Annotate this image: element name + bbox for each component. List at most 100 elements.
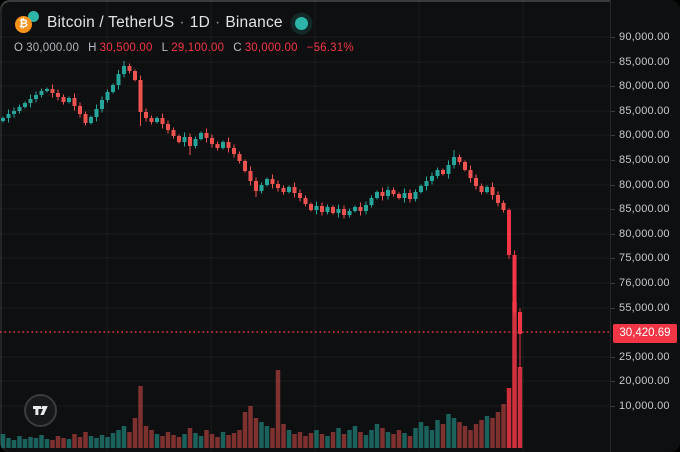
y-axis-label: 76,000.00 — [619, 277, 670, 289]
candlestick — [160, 118, 165, 124]
y-axis-label: 85,000.00 — [619, 154, 670, 166]
ohlc-label: H — [88, 42, 97, 54]
volume-bar — [429, 430, 435, 448]
volume-bar — [517, 367, 523, 448]
volume-bar — [83, 432, 88, 448]
volume-bar — [149, 430, 154, 448]
axis-tick — [611, 406, 615, 407]
volume-bar — [391, 434, 396, 448]
volume-bar — [462, 426, 468, 448]
volume-bar — [182, 434, 187, 448]
chart-legend: ₿ Bitcoin / TetherUS · 1D · Binance O 30,000.… — [14, 10, 363, 54]
volume-bar — [380, 428, 385, 448]
candlestick — [325, 207, 330, 212]
candlestick — [23, 103, 27, 107]
volume-bar — [281, 424, 286, 448]
chart-canvas[interactable]: ₿ Bitcoin / TetherUS · 1D · Binance O 30,000.… — [0, 0, 610, 452]
candlestick — [331, 207, 335, 213]
candlestick — [17, 107, 22, 111]
volume-bar — [385, 432, 391, 448]
candlestick — [309, 204, 313, 210]
candlestick — [298, 193, 302, 198]
volume-bar — [226, 435, 231, 448]
volume-bar — [325, 436, 330, 448]
axis-tick — [611, 258, 615, 259]
candlestick — [276, 184, 280, 188]
symbol-title[interactable]: Bitcoin / TetherUS · 1D · Binance — [47, 14, 283, 31]
volume-bar — [66, 439, 72, 448]
candlestick — [111, 85, 115, 92]
symbol-row[interactable]: ₿ Bitcoin / TetherUS · 1D · Binance — [14, 10, 363, 36]
candlestick — [254, 181, 258, 191]
volume-bar — [237, 430, 242, 448]
candlestick — [232, 148, 236, 154]
y-axis-label: 90,000.00 — [619, 31, 670, 43]
volume-bar — [369, 430, 374, 448]
candlestick — [490, 187, 495, 195]
candlestick — [353, 207, 357, 211]
volume-bar — [270, 428, 275, 448]
volume-bar — [308, 433, 314, 448]
candlestick — [259, 185, 264, 191]
candlestick — [89, 117, 93, 123]
candlestick — [468, 170, 473, 178]
candlestick — [386, 190, 390, 196]
price-axis[interactable]: 30,420.69 90,000.00 85,000.00 80,000.00 85,… — [610, 0, 680, 452]
volume-bar — [396, 430, 402, 448]
candlestick — [496, 195, 500, 203]
tradingview-logo[interactable] — [24, 394, 57, 427]
change-percent: −56.31% — [306, 42, 354, 54]
candlestick — [78, 106, 82, 114]
candlestick — [39, 91, 44, 95]
candlestick — [149, 118, 154, 122]
volume-bar — [490, 418, 495, 448]
btc-usdt-pair-icon: ₿ — [14, 10, 40, 36]
volume-bar — [286, 430, 292, 448]
y-axis-label: 85,000.00 — [619, 56, 670, 68]
y-axis-label: 10,000.00 — [619, 400, 670, 412]
volume-bar — [259, 422, 264, 448]
volume-bar — [88, 436, 94, 448]
volume-bar — [275, 370, 281, 448]
candlestick — [138, 80, 143, 112]
volume-bar — [457, 422, 462, 448]
candlestick — [166, 124, 170, 130]
candlestick — [303, 198, 308, 204]
candlestick — [485, 187, 489, 192]
volume-bar — [39, 435, 44, 448]
candlestick — [347, 211, 352, 215]
ohlc-label: L — [161, 42, 169, 54]
candlestick — [336, 209, 341, 213]
volume-bar — [11, 440, 17, 448]
candlestick — [435, 170, 440, 176]
axis-tick — [611, 62, 615, 63]
candlestick — [281, 188, 286, 192]
volume-bar — [424, 426, 429, 448]
y-axis-label: 20,000.00 — [619, 375, 670, 387]
volume-bar — [418, 422, 424, 448]
volume-bar — [121, 426, 127, 448]
volume-bar — [363, 435, 369, 448]
candlestick — [265, 179, 269, 185]
candlestick — [402, 193, 407, 198]
candlestick — [155, 118, 159, 122]
volume-bar — [374, 424, 380, 448]
candlestick — [237, 154, 242, 161]
volume-bar — [512, 302, 517, 448]
volume-bar — [99, 435, 105, 448]
volume-bar — [501, 404, 506, 448]
volume-bar — [138, 386, 143, 448]
axis-tick — [611, 160, 615, 161]
candlestick — [1, 118, 5, 121]
volume-bar — [94, 438, 99, 448]
volume-bar — [407, 436, 413, 448]
candlestick — [45, 89, 49, 91]
axis-tick — [611, 135, 615, 136]
volume-bar — [6, 438, 11, 448]
candlestick — [369, 198, 374, 205]
ohlc-readout: O 30,000.00 H 30,500.00 L 29,100.00 C 30,000.00… — [14, 42, 363, 54]
candlestick — [116, 74, 121, 85]
volume-bar — [176, 437, 182, 448]
volume-bar — [209, 434, 215, 448]
candlestick — [199, 133, 203, 139]
